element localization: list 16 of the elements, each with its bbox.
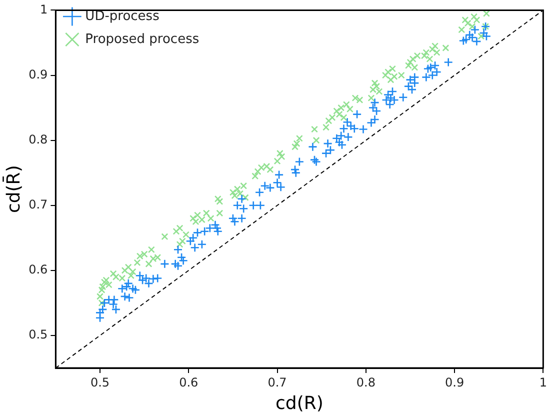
x-tick-label: 1 [539, 375, 548, 390]
y-tick-label: 0.8 [28, 132, 48, 146]
y-tick-label: 1 [40, 2, 48, 16]
legend-label: UD-process [85, 8, 160, 24]
y-axis-title: cd(R̄) [2, 165, 24, 214]
y-tick-label: 0.9 [28, 67, 48, 82]
y-tick-label: 0.7 [28, 197, 48, 212]
x-tick-label: 0.7 [268, 375, 287, 390]
x-tick-label: 0.9 [445, 375, 464, 390]
x-tick-label: 0.8 [356, 375, 376, 390]
y-tick-label: 0.5 [28, 328, 48, 342]
x-tick-label: 0.6 [179, 375, 198, 390]
x-tick-label: 0.5 [90, 375, 110, 390]
y-tick-label: 0.6 [28, 262, 48, 277]
legend-label: Proposed process [85, 32, 200, 47]
x-axis-title: cd(R) [275, 392, 324, 414]
